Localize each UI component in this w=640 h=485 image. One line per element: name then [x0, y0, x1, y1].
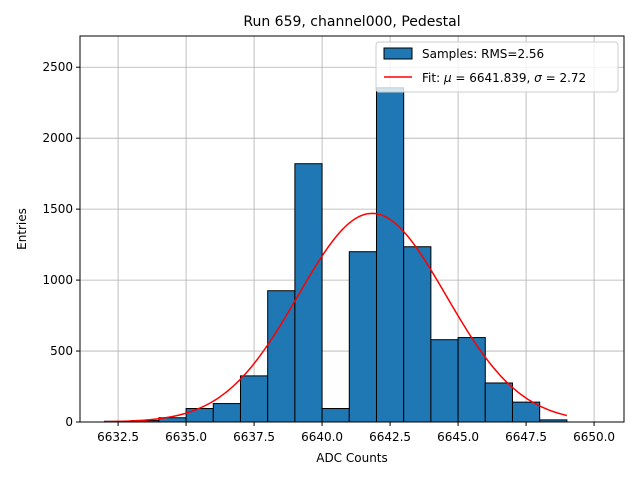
x-tick-label: 6642.5 [369, 430, 411, 444]
legend-fit-sigma-symbol: σ [534, 71, 542, 85]
legend-fit-label: Fit: μ = 6641.839, σ = 2.72 [422, 71, 586, 85]
x-axis-label: ADC Counts [316, 451, 388, 465]
histogram-bar [430, 339, 459, 423]
legend-box [375, 41, 619, 93]
x-tick-label: 6647.5 [505, 430, 547, 444]
histogram-bar [267, 290, 296, 423]
legend-fit-mu-symbol: μ [443, 71, 452, 85]
legend: Samples: RMS=2.56 Fit: μ = 6641.839, σ =… [375, 41, 619, 93]
y-tick-label: 1000 [42, 273, 73, 287]
chart-title: Run 659, channel000, Pedestal [243, 14, 460, 30]
histogram-bar [511, 401, 541, 423]
y-axis: 0 500 1000 1500 2000 2500 [42, 60, 80, 429]
histogram-bar [375, 87, 405, 423]
x-tick-label: 6640.0 [301, 430, 343, 444]
y-tick-label: 0 [65, 415, 73, 429]
legend-fit-sigma-value: = 2.72 [542, 71, 586, 85]
histogram-bar [239, 375, 269, 423]
x-tick-label: 6632.5 [97, 430, 139, 444]
histogram-bars [103, 87, 568, 423]
y-tick-label: 2500 [42, 60, 73, 74]
x-tick-label: 6645.0 [437, 430, 479, 444]
x-tick-label: 6637.5 [233, 430, 275, 444]
y-tick-label: 2000 [42, 131, 73, 145]
legend-fit-prefix: Fit: [422, 71, 444, 85]
histogram-bar [212, 403, 241, 423]
y-tick-label: 500 [50, 344, 73, 358]
histogram-bar [321, 408, 350, 423]
histogram-bar [348, 251, 377, 423]
legend-histogram-swatch [383, 47, 413, 60]
x-tick-label: 6635.0 [165, 430, 207, 444]
histogram-bar [457, 337, 486, 423]
y-tick-label: 1500 [42, 202, 73, 216]
x-tick-label: 6650.0 [573, 430, 615, 444]
fit-curve [104, 212, 568, 423]
legend-fit-mu-value: = 6641.839, [452, 71, 535, 85]
histogram-bar [403, 246, 432, 423]
histogram-bar [484, 382, 513, 423]
y-axis-label: Entries [15, 208, 29, 250]
x-axis: 6632.5 6635.0 6637.5 6640.0 6642.5 6645.0 6647… [97, 422, 615, 444]
plot-frame [79, 35, 625, 423]
histogram-bar [185, 408, 214, 423]
legend-histogram-label: Samples: RMS=2.56 [422, 47, 544, 61]
